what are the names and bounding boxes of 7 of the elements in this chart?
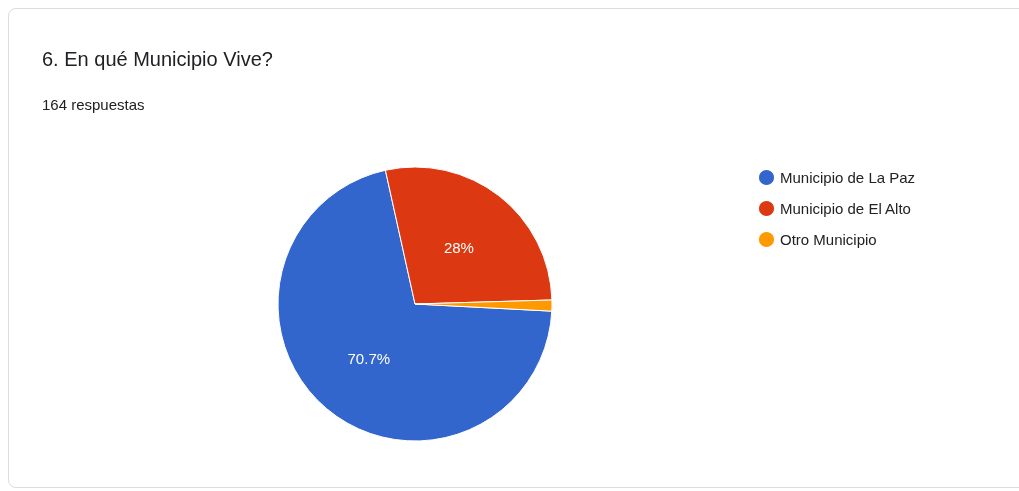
legend-label: Otro Municipio xyxy=(780,231,877,248)
data-label: 28% xyxy=(443,239,474,257)
legend-label: Municipio de La Paz xyxy=(780,169,916,186)
data-label: 70.7% xyxy=(347,350,391,368)
legend-label: Municipio de El Alto xyxy=(780,200,911,217)
chart-title: 6. En qué Municipio Vive? xyxy=(42,48,273,70)
text: 164 respuestas xyxy=(42,96,145,113)
